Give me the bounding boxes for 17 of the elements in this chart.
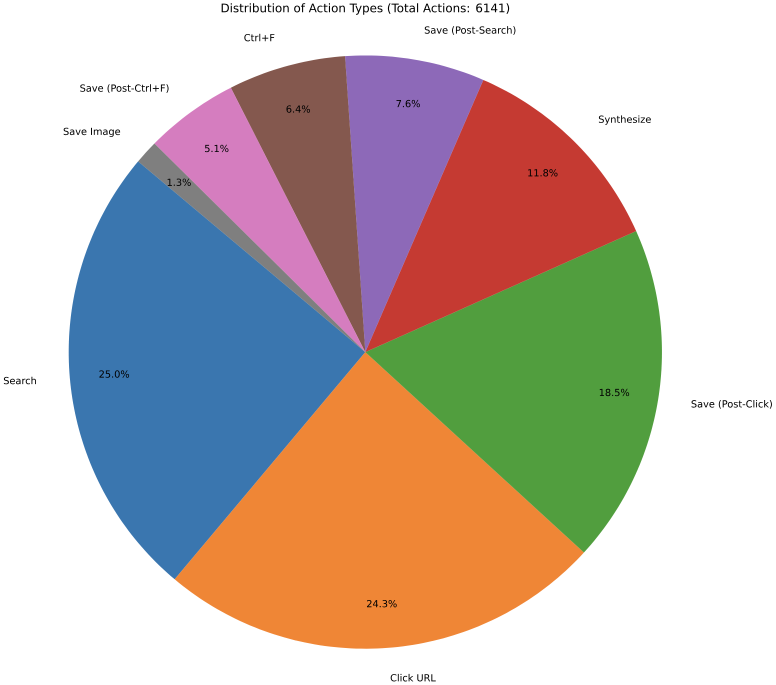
data-label: 5.1% xyxy=(204,144,228,152)
data-label: 7.6% xyxy=(396,100,420,108)
slice-label: Save Image xyxy=(64,128,120,138)
slice-label: Ctrl+F xyxy=(244,34,274,42)
slice-label: Synthesize xyxy=(598,115,651,125)
slice-label: Save (Post-Search) xyxy=(424,26,516,36)
data-label: 24.3% xyxy=(366,600,397,608)
data-label: 1.3% xyxy=(168,178,191,186)
data-label: 25.0% xyxy=(99,370,130,378)
data-label: 18.5% xyxy=(600,388,630,396)
data-label: 6.4% xyxy=(286,106,310,113)
chart-title: Distribution of Action Types (Total Actions: 6141) xyxy=(222,3,510,15)
slice-label: Save (Post-Click) xyxy=(692,400,772,409)
slice-label: Search xyxy=(4,376,36,384)
slice-label: Click URL xyxy=(390,674,436,682)
data-label: 11.8% xyxy=(528,169,558,177)
slice-label: Save (Post-Ctrl+F) xyxy=(80,84,169,94)
